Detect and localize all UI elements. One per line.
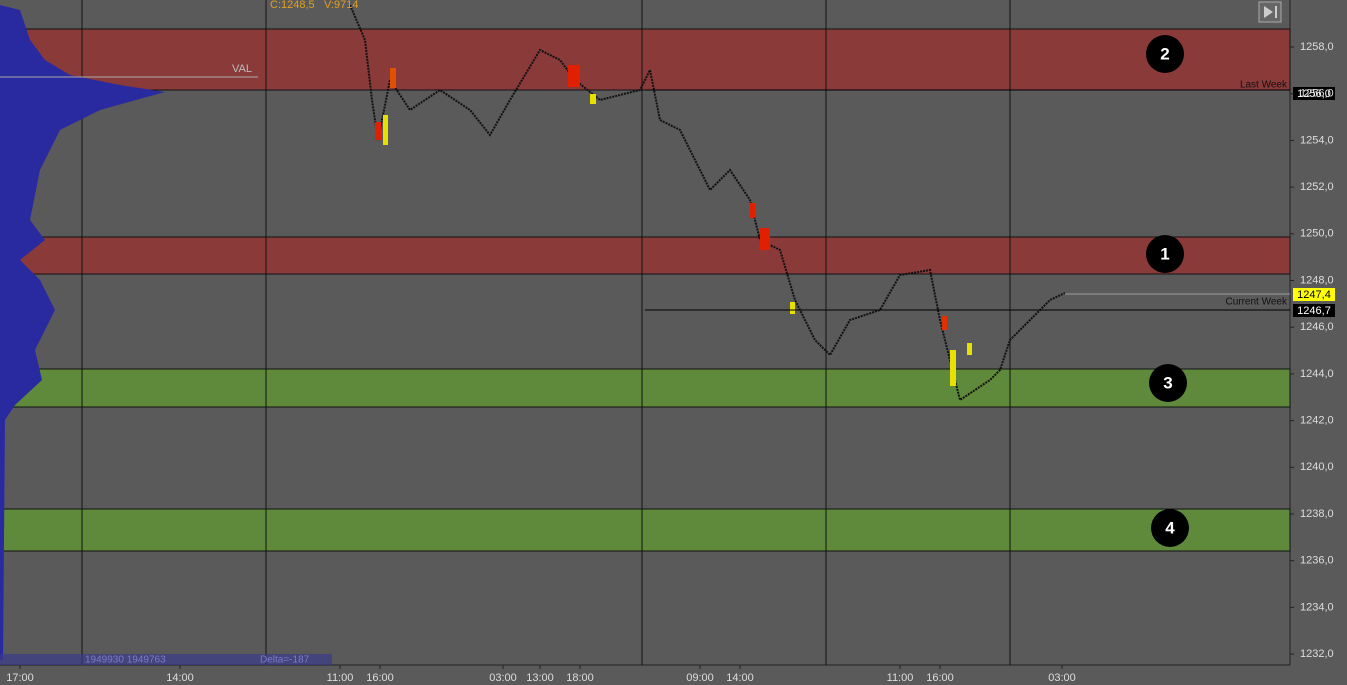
y-tick-label: 1254,0 bbox=[1300, 134, 1334, 146]
zone-marker bbox=[1149, 364, 1187, 402]
zone-marker bbox=[1146, 35, 1184, 73]
zone-number: 2 bbox=[1160, 44, 1169, 63]
y-tick-label: 1258,0 bbox=[1300, 41, 1334, 53]
val-label: VAL bbox=[232, 63, 252, 75]
support-zone bbox=[0, 508, 1291, 552]
last-week-label: Last Week bbox=[1240, 80, 1288, 91]
price-bars bbox=[349, 4, 1066, 402]
cluster bbox=[967, 343, 972, 355]
scroll-end-icon bbox=[1264, 6, 1277, 18]
cluster bbox=[590, 94, 596, 104]
resistance-zone bbox=[0, 28, 1291, 91]
y-tick-label: 1250,0 bbox=[1300, 228, 1334, 240]
cluster bbox=[568, 65, 580, 87]
cluster bbox=[942, 316, 947, 330]
price-tag bbox=[1293, 288, 1335, 301]
axis-background bbox=[1290, 0, 1347, 685]
support-zone bbox=[0, 368, 1291, 408]
x-tick-label: 16:00 bbox=[366, 672, 394, 684]
zone-marker bbox=[1151, 509, 1189, 547]
cluster bbox=[760, 228, 770, 250]
x-tick-label: 14:00 bbox=[726, 672, 754, 684]
cluster bbox=[390, 68, 396, 88]
footer-delta: Delta=-187 bbox=[260, 655, 310, 666]
zone-number: 1 bbox=[1160, 244, 1169, 263]
cluster bbox=[790, 302, 795, 314]
zone-markers: 1 2 3 4 bbox=[1146, 35, 1189, 547]
x-tick-label: 09:00 bbox=[686, 672, 714, 684]
time-axis-background bbox=[0, 665, 1290, 685]
plot-background bbox=[0, 0, 1290, 665]
x-tick-label: 03:00 bbox=[489, 672, 517, 684]
current-week-label: Current Week bbox=[1225, 297, 1288, 308]
price-tag bbox=[1293, 304, 1335, 317]
y-tick-label: 1238,0 bbox=[1300, 508, 1334, 520]
x-tick-label: 13:00 bbox=[526, 672, 554, 684]
y-tick-label: 1248,0 bbox=[1300, 274, 1334, 286]
price-tag-text: 1247,4 bbox=[1297, 289, 1331, 301]
zone-marker bbox=[1146, 235, 1184, 273]
zone-number: 3 bbox=[1163, 373, 1172, 392]
vertical-grid bbox=[81, 0, 1011, 665]
y-tick-label: 1232,0 bbox=[1300, 648, 1334, 660]
price-tag bbox=[1293, 87, 1335, 100]
zone-number: 4 bbox=[1165, 518, 1175, 537]
close-price: C:1248,5 bbox=[270, 0, 315, 11]
price-tag-text: 1246,7 bbox=[1297, 305, 1331, 317]
cluster bbox=[383, 115, 388, 145]
y-tick-label: 1244,0 bbox=[1300, 368, 1334, 380]
x-tick-label: 11:00 bbox=[327, 672, 354, 684]
x-tick-label: 03:00 bbox=[1048, 672, 1076, 684]
x-tick-label: 16:00 bbox=[926, 672, 954, 684]
y-tick-label: 1234,0 bbox=[1300, 601, 1334, 613]
footer-bar bbox=[0, 654, 332, 665]
y-tick-label: 1240,0 bbox=[1300, 461, 1334, 473]
volume-profile bbox=[0, 5, 165, 660]
cluster bbox=[950, 350, 956, 386]
x-tick-label: 17:00 bbox=[6, 672, 34, 684]
x-tick-label: 18:00 bbox=[566, 672, 594, 684]
volume-clusters bbox=[375, 65, 972, 386]
y-tick-label: 1246,0 bbox=[1300, 321, 1334, 333]
resistance-zone bbox=[0, 236, 1291, 275]
price-tag-text: 1256,0 bbox=[1297, 88, 1331, 100]
x-tick-label: 14:00 bbox=[166, 672, 194, 684]
y-tick-label: 1236,0 bbox=[1300, 555, 1334, 567]
x-tick-label: 11:00 bbox=[887, 672, 914, 684]
y-tick-label: 1256,0 bbox=[1300, 88, 1334, 100]
y-tick-label: 1252,0 bbox=[1300, 181, 1334, 193]
footer-volumes: 1949930 1949763 bbox=[85, 655, 166, 666]
cluster bbox=[375, 122, 381, 140]
cluster bbox=[750, 203, 755, 218]
y-tick-label: 1242,0 bbox=[1300, 415, 1334, 427]
volume: V:9714 bbox=[324, 0, 358, 11]
